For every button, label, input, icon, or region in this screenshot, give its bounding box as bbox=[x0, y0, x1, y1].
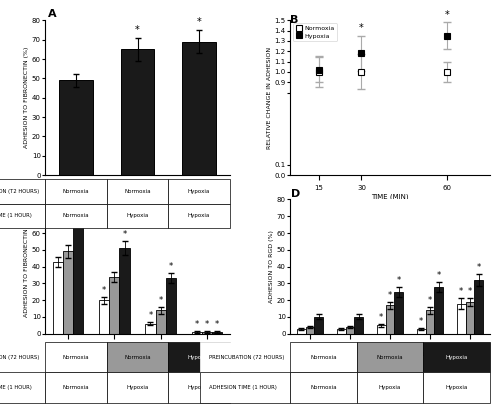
Text: C: C bbox=[46, 189, 54, 199]
Normoxia bbox=[358, 70, 364, 74]
Text: *: * bbox=[135, 25, 140, 35]
Bar bbox=[386, 305, 394, 334]
Text: *: * bbox=[436, 271, 441, 280]
Bar bbox=[434, 287, 443, 334]
X-axis label: RGD PEPTIDE CONCENTRATION ( µg/mL): RGD PEPTIDE CONCENTRATION ( µg/mL) bbox=[327, 352, 453, 357]
Text: *: * bbox=[379, 313, 384, 322]
Text: *: * bbox=[148, 311, 152, 320]
Y-axis label: RELATIVE CHANGE IN ADHESION: RELATIVE CHANGE IN ADHESION bbox=[267, 47, 272, 149]
Bar bbox=[202, 332, 212, 334]
Text: *: * bbox=[445, 10, 450, 20]
Text: *: * bbox=[205, 320, 209, 329]
Text: B: B bbox=[290, 15, 298, 25]
Normoxia bbox=[444, 70, 450, 74]
Text: *: * bbox=[396, 276, 401, 285]
X-axis label: RGDS PEPTIDE CONCENTRATION ( µg/mL): RGDS PEPTIDE CONCENTRATION ( µg/mL) bbox=[72, 352, 202, 357]
Bar bbox=[354, 317, 363, 334]
Text: *: * bbox=[419, 317, 424, 326]
Line: Normoxia: Normoxia bbox=[315, 68, 450, 75]
Bar bbox=[346, 327, 354, 334]
Bar bbox=[73, 214, 84, 334]
Text: *: * bbox=[468, 287, 472, 295]
Bar bbox=[417, 329, 426, 334]
Hypoxia bbox=[444, 33, 450, 38]
Y-axis label: ADHESION TO RGD (%): ADHESION TO RGD (%) bbox=[269, 230, 274, 303]
Bar bbox=[377, 325, 386, 334]
Line: Hypoxia: Hypoxia bbox=[315, 32, 450, 73]
Bar bbox=[146, 324, 156, 334]
Normoxia bbox=[316, 70, 322, 74]
Bar bbox=[466, 302, 474, 334]
Bar bbox=[53, 262, 63, 334]
Y-axis label: ADHESION TO FIBRONECTIN (%): ADHESION TO FIBRONECTIN (%) bbox=[24, 216, 29, 317]
Bar bbox=[182, 42, 216, 175]
Hypoxia bbox=[316, 68, 322, 72]
Text: *: * bbox=[459, 287, 464, 296]
Bar bbox=[314, 317, 323, 334]
Text: *: * bbox=[215, 320, 219, 329]
Text: *: * bbox=[122, 230, 126, 239]
Text: *: * bbox=[388, 291, 392, 300]
Bar bbox=[426, 310, 434, 334]
Text: *: * bbox=[158, 296, 163, 305]
Text: *: * bbox=[102, 286, 106, 295]
Bar bbox=[337, 329, 345, 334]
Text: *: * bbox=[197, 17, 202, 27]
X-axis label: TIME (MIN): TIME (MIN) bbox=[371, 193, 409, 200]
Bar bbox=[110, 277, 120, 334]
Bar bbox=[120, 248, 130, 334]
Bar bbox=[59, 80, 93, 175]
Bar bbox=[99, 300, 110, 334]
Bar bbox=[192, 332, 202, 334]
Text: A: A bbox=[48, 9, 56, 19]
Text: *: * bbox=[428, 296, 432, 305]
Text: *: * bbox=[476, 263, 481, 272]
Y-axis label: ADHESION TO FIBRONECTIN (%): ADHESION TO FIBRONECTIN (%) bbox=[24, 47, 29, 149]
Legend: Normoxia, Hypoxia: Normoxia, Hypoxia bbox=[293, 24, 337, 41]
Text: *: * bbox=[194, 320, 199, 329]
Bar bbox=[297, 329, 306, 334]
Bar bbox=[156, 310, 166, 334]
Text: *: * bbox=[168, 262, 173, 271]
Text: D: D bbox=[291, 189, 300, 199]
Bar bbox=[474, 280, 483, 334]
Bar bbox=[394, 292, 403, 334]
Hypoxia bbox=[358, 51, 364, 56]
Bar bbox=[457, 304, 466, 334]
Bar bbox=[212, 332, 222, 334]
Bar bbox=[306, 327, 314, 334]
Bar bbox=[120, 49, 154, 175]
Bar bbox=[63, 252, 73, 334]
Bar bbox=[166, 278, 176, 334]
Text: *: * bbox=[359, 23, 364, 33]
